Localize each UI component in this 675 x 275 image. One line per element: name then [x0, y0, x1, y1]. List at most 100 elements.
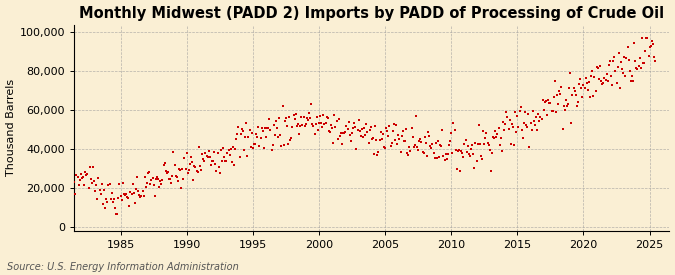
- Point: [600, 78, 611, 82]
- Point: [246, 131, 257, 135]
- Point: [285, 138, 296, 142]
- Point: [630, 59, 641, 63]
- Point: [275, 133, 286, 137]
- Point: [265, 128, 276, 132]
- Point: [510, 110, 520, 114]
- Point: [217, 158, 227, 163]
- Point: [353, 117, 364, 122]
- Point: [109, 197, 119, 201]
- Point: [145, 181, 156, 186]
- Point: [132, 175, 142, 179]
- Point: [95, 192, 106, 196]
- Point: [182, 170, 193, 175]
- Point: [287, 125, 298, 129]
- Point: [338, 131, 348, 135]
- Point: [598, 81, 609, 85]
- Point: [74, 183, 84, 187]
- Point: [222, 150, 233, 155]
- Point: [456, 148, 466, 153]
- Point: [394, 137, 405, 141]
- Point: [341, 124, 352, 128]
- Point: [233, 125, 244, 129]
- Point: [534, 119, 545, 123]
- Point: [641, 36, 651, 40]
- Point: [605, 58, 616, 63]
- Point: [327, 125, 338, 130]
- Point: [433, 139, 443, 144]
- Point: [311, 115, 322, 119]
- Point: [647, 39, 657, 44]
- Point: [271, 118, 281, 123]
- Point: [199, 159, 210, 163]
- Point: [441, 157, 452, 161]
- Point: [155, 179, 165, 183]
- Point: [589, 75, 600, 79]
- Point: [128, 182, 138, 186]
- Point: [639, 61, 649, 65]
- Point: [346, 139, 356, 143]
- Point: [431, 141, 441, 145]
- Point: [447, 151, 458, 155]
- Point: [217, 146, 228, 150]
- Point: [495, 136, 506, 140]
- Title: Monthly Midwest (PADD 2) Imports by PADD of Processing of Crude Oil: Monthly Midwest (PADD 2) Imports by PADD…: [79, 6, 664, 21]
- Point: [335, 134, 346, 139]
- Point: [584, 80, 595, 84]
- Point: [186, 155, 196, 159]
- Point: [448, 121, 459, 126]
- Point: [649, 55, 659, 59]
- Point: [97, 182, 107, 186]
- Point: [396, 134, 407, 138]
- Point: [86, 180, 97, 185]
- Point: [101, 196, 111, 201]
- Point: [645, 44, 656, 49]
- Point: [587, 69, 597, 73]
- Point: [112, 212, 123, 216]
- Point: [440, 152, 451, 156]
- Point: [449, 128, 460, 132]
- Point: [576, 86, 587, 90]
- Point: [97, 201, 108, 206]
- Point: [493, 126, 504, 130]
- Point: [340, 130, 351, 134]
- Point: [339, 131, 350, 135]
- Point: [135, 195, 146, 199]
- Point: [194, 164, 205, 169]
- Point: [65, 176, 76, 181]
- Point: [567, 93, 578, 97]
- Point: [555, 92, 566, 96]
- Point: [210, 162, 221, 166]
- Point: [414, 139, 425, 143]
- Point: [332, 137, 343, 141]
- Point: [379, 146, 390, 150]
- Point: [454, 148, 464, 152]
- Point: [299, 123, 310, 128]
- Point: [107, 200, 118, 204]
- Point: [543, 98, 554, 102]
- Point: [207, 158, 217, 163]
- Point: [320, 120, 331, 125]
- Point: [140, 185, 151, 189]
- Point: [187, 160, 198, 164]
- Point: [323, 116, 333, 120]
- Point: [330, 124, 341, 129]
- Point: [473, 123, 484, 127]
- Point: [348, 126, 358, 131]
- Point: [84, 165, 95, 170]
- Point: [585, 95, 595, 99]
- Point: [302, 118, 313, 123]
- Point: [535, 115, 546, 119]
- Point: [384, 123, 395, 128]
- Point: [443, 152, 454, 156]
- Point: [194, 145, 205, 149]
- Point: [506, 122, 517, 126]
- Point: [518, 135, 529, 140]
- Point: [476, 154, 487, 158]
- Point: [415, 136, 426, 141]
- Point: [255, 136, 266, 141]
- Point: [136, 194, 147, 199]
- Point: [492, 132, 503, 137]
- Point: [198, 157, 209, 161]
- Point: [104, 182, 115, 186]
- Point: [398, 128, 408, 133]
